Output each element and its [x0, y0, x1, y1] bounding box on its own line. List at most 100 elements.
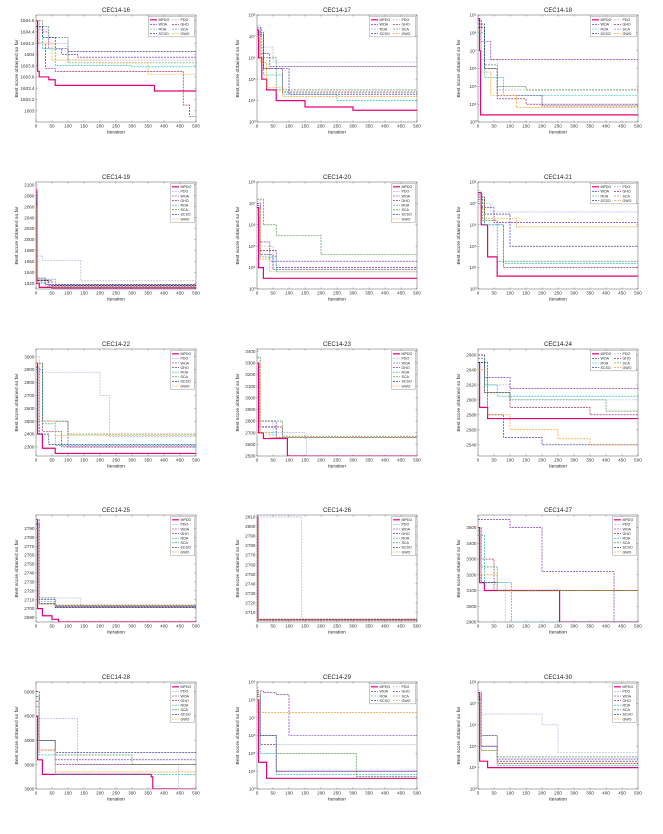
y-tick-label: 10⁹ — [469, 13, 476, 18]
x-tick-label: 350 — [144, 791, 152, 796]
x-tick-label: 350 — [365, 290, 373, 295]
x-tick-label: 50 — [491, 457, 497, 462]
y-tick-label: 10⁴ — [248, 98, 255, 103]
legend-label: SCA — [180, 541, 188, 545]
x-tick-label: 500 — [192, 457, 200, 462]
series-line-gwo — [36, 528, 196, 607]
y-tick-label: 10⁹ — [248, 680, 255, 685]
x-tick-label: 250 — [554, 457, 562, 462]
series-line-woa — [36, 368, 196, 447]
series-line-gho — [257, 694, 417, 772]
series-line-gwo — [478, 535, 638, 604]
y-tick-label: 3400 — [466, 541, 477, 546]
y-tick-label: 1980 — [24, 248, 35, 253]
x-tick-label: 500 — [634, 791, 642, 796]
x-tick-label: 50 — [491, 124, 497, 129]
chart-svg: CEC14-18 0 50 100 150 200 250 300 350 400 450 500 10… — [456, 8, 642, 135]
x-tick-label: 350 — [144, 290, 152, 295]
series-line-pdo — [257, 25, 417, 63]
y-axis-label: Best score obtained so far — [235, 706, 241, 764]
legend-label: GHO — [401, 690, 409, 694]
y-axis-label: Best score obtained so far — [456, 39, 462, 97]
series-line-scso — [36, 25, 196, 52]
legend-label: WOA — [180, 361, 189, 365]
y-tick-label: 1940 — [24, 270, 35, 275]
legend-label: SCA — [622, 361, 630, 365]
legend-label: GWO — [401, 551, 410, 555]
legend-label: PDO — [180, 523, 188, 527]
x-tick-label: 300 — [349, 290, 357, 295]
series-line-roa — [478, 535, 638, 623]
y-tick-label: 2780 — [24, 535, 35, 540]
x-axis-label: Iteration — [107, 797, 125, 803]
x-tick-label: 150 — [522, 624, 530, 629]
x-tick-label: 150 — [301, 624, 309, 629]
x-tick-label: 50 — [49, 290, 55, 295]
series-line-gwo — [36, 206, 196, 287]
x-tick-label: 200 — [317, 290, 325, 295]
series-line-gho — [36, 20, 196, 117]
x-tick-label: 500 — [413, 457, 421, 462]
legend-label: SCSO — [180, 546, 190, 550]
y-tick-label: 10³ — [249, 787, 256, 792]
y-tick-label: 2710 — [245, 610, 256, 615]
legend-label: GHO — [180, 199, 188, 203]
series-line-scso — [478, 27, 638, 107]
series-line-pdo — [36, 356, 196, 437]
chart-svg: CEC14-17 0 50 100 150 200 250 300 350 400 450 500 10… — [235, 8, 421, 135]
chart-title: CEC14-26 — [323, 508, 352, 514]
x-tick-label: 300 — [570, 791, 578, 796]
legend: MPDO PDO WOA GHO ROA SCA SCSO GWO — [369, 16, 416, 38]
chart-svg: CEC14-21 0 50 100 150 200 250 300 350 400 450 500 10… — [456, 175, 642, 302]
series-line-mpdo — [36, 519, 196, 623]
series-line-roa — [478, 32, 638, 96]
x-tick-label: 450 — [397, 290, 405, 295]
x-tick-label: 50 — [270, 290, 276, 295]
legend-label: ROA — [180, 370, 188, 374]
series-line-pdo — [257, 690, 417, 745]
chart-svg: CEC14-16 0 50 100 150 200 250 300 350 400 450 500 16… — [14, 8, 200, 135]
y-tick-label: 10⁶ — [249, 733, 256, 738]
legend-box — [170, 516, 195, 556]
chart-panel-cec14-20: CEC14-20 0 50 100 150 200 250 300 350 400 450 500 10… — [221, 167, 442, 334]
legend-label: SCSO — [180, 212, 190, 216]
y-tick-label: 2400 — [24, 431, 35, 436]
y-tick-label: 2600 — [245, 442, 256, 447]
legend-label: ROA — [600, 27, 608, 31]
x-tick-label: 300 — [349, 124, 357, 129]
y-tick-label: 10⁸ — [248, 179, 255, 184]
legend-label: GHO — [401, 365, 409, 369]
legend-box — [369, 683, 416, 705]
legend-label: SCA — [622, 708, 630, 712]
legend-label: WOA — [180, 528, 189, 532]
x-tick-label: 250 — [112, 290, 120, 295]
x-tick-label: 100 — [64, 457, 72, 462]
legend-label: GHO — [180, 699, 188, 703]
legend-label: PDO — [401, 685, 409, 689]
legend-label: MPDO — [600, 18, 611, 22]
legend-box — [148, 16, 195, 38]
x-tick-label: 200 — [538, 624, 546, 629]
x-tick-label: 100 — [506, 290, 514, 295]
legend-label: ROA — [622, 537, 630, 541]
plot-frame — [35, 515, 197, 623]
series-line-pdo — [478, 23, 638, 91]
y-tick-label: 10³ — [470, 120, 477, 125]
y-axis-label: Best score obtained so far — [456, 706, 462, 764]
y-tick-label: 2750 — [24, 562, 35, 567]
y-tick-label: 3300 — [466, 557, 477, 562]
x-tick-label: 400 — [160, 457, 168, 462]
x-tick-label: 100 — [506, 624, 514, 629]
series-line-sca — [257, 198, 417, 255]
x-tick-label: 450 — [618, 791, 626, 796]
x-tick-label: 50 — [491, 791, 497, 796]
y-tick-label: 3500 — [466, 526, 477, 531]
legend-label: SCSO — [158, 32, 168, 36]
chart-svg: CEC14-28 0 50 100 150 200 250 300 350 400 450 500 30… — [14, 675, 200, 803]
legend-label: ROA — [401, 537, 409, 541]
x-tick-label: 50 — [491, 624, 497, 629]
x-tick-label: 300 — [128, 290, 136, 295]
x-tick-label: 500 — [413, 791, 421, 796]
y-tick-label: 10⁷ — [249, 201, 256, 206]
legend-label: ROA — [180, 537, 188, 541]
